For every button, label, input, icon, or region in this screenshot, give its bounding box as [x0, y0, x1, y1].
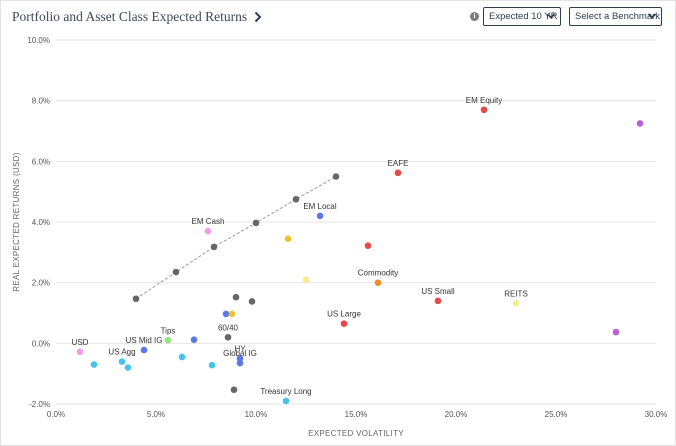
- point-label: REITS: [504, 289, 528, 298]
- data-point: [236, 355, 244, 362]
- data-point: [224, 333, 232, 341]
- frontier-line: [135, 176, 337, 300]
- x-tick-label: 20.0%: [445, 410, 468, 419]
- data-point: [232, 293, 240, 301]
- point-label: 60/40: [218, 323, 239, 332]
- horizon-select[interactable]: Expected 10 YR: [483, 7, 561, 26]
- benchmark-select[interactable]: Select a Benchmark: [569, 7, 662, 26]
- data-point: [230, 386, 238, 394]
- data-point: [480, 106, 488, 114]
- y-tick-label: 0.0%: [32, 339, 50, 348]
- point-label: US Small: [421, 287, 455, 296]
- data-point: [208, 361, 216, 369]
- y-axis-title: REAL EXPECTED RETURNS (USD): [12, 152, 21, 291]
- y-tick-label: 4.0%: [32, 218, 50, 227]
- data-point: [236, 359, 244, 367]
- data-point: [612, 328, 620, 336]
- data-point: [282, 397, 290, 405]
- chevron-right-icon: [254, 11, 262, 23]
- frontier-point: [292, 195, 300, 203]
- info-icon[interactable]: i: [470, 12, 479, 21]
- chevron-down-icon: [647, 13, 657, 19]
- x-tick-label: 5.0%: [147, 410, 165, 419]
- y-tick-label: 6.0%: [32, 157, 50, 166]
- frontier-point: [332, 173, 340, 180]
- chart-title: Portfolio and Asset Class Expected Retur…: [12, 9, 248, 24]
- point-label: EM Cash: [192, 217, 225, 226]
- data-point: [118, 358, 126, 365]
- point-label: Commodity: [358, 269, 398, 278]
- point-label: US Agg: [108, 348, 135, 357]
- data-point: [434, 297, 442, 305]
- data-point: [284, 235, 292, 242]
- data-point: [140, 346, 148, 354]
- chevron-down-icon: [546, 13, 556, 19]
- horizon-select-value: Expected 10 YR: [489, 11, 558, 22]
- point-label: EM Local: [303, 202, 337, 211]
- data-point: [90, 361, 98, 368]
- x-tick-label: 25.0%: [545, 410, 568, 419]
- x-tick-label: 15.0%: [345, 410, 368, 419]
- y-tick-label: 8.0%: [32, 97, 50, 106]
- data-point: [340, 320, 348, 327]
- frontier-point: [252, 219, 260, 227]
- x-axis-title: EXPECTED VOLATILITY: [308, 429, 404, 438]
- point-label: US Mid IG: [126, 336, 163, 345]
- frontier-point: [132, 295, 140, 303]
- point-label: Tips: [161, 326, 176, 335]
- y-tick-label: 2.0%: [32, 279, 50, 288]
- frontier-point: [210, 243, 218, 251]
- point-label: HY: [234, 345, 246, 354]
- data-point: [190, 336, 198, 343]
- data-point: [316, 212, 324, 220]
- data-point: [76, 348, 84, 356]
- data-point: [228, 310, 236, 318]
- point-label: US Large: [327, 310, 361, 319]
- point-label: USD: [72, 338, 89, 347]
- data-point: [222, 310, 230, 318]
- y-tick-label: -2.0%: [29, 400, 50, 409]
- data-point: [248, 298, 256, 305]
- data-point: [374, 279, 382, 286]
- point-label: Global IG: [223, 349, 257, 358]
- data-point: [124, 364, 132, 371]
- data-point: [204, 227, 212, 235]
- data-point: [364, 242, 372, 249]
- x-tick-label: 0.0%: [47, 410, 65, 419]
- data-point: [512, 299, 520, 307]
- x-tick-label: 30.0%: [645, 410, 668, 419]
- point-label: EAFE: [388, 159, 409, 168]
- frontier-point: [172, 268, 180, 276]
- data-point: [636, 120, 644, 127]
- benchmark-select-value: Select a Benchmark: [575, 11, 661, 22]
- data-point: [178, 353, 186, 361]
- data-point: [302, 276, 310, 283]
- data-point: [394, 169, 402, 177]
- point-label: Treasury Long: [260, 387, 311, 396]
- data-point: [164, 337, 172, 344]
- chart-title-link[interactable]: Portfolio and Asset Class Expected Retur…: [12, 9, 264, 25]
- point-label: EM Equity: [466, 96, 502, 105]
- y-tick-label: 10.0%: [27, 36, 50, 45]
- x-tick-label: 10.0%: [245, 410, 268, 419]
